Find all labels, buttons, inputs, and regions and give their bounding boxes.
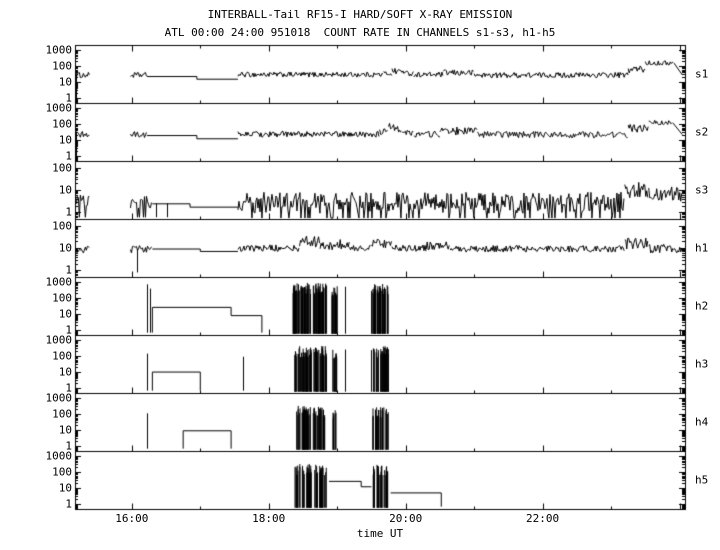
y-tick-label: 10: [58, 307, 72, 321]
y-tick-label: 10: [58, 481, 72, 495]
y-tick-label: 100: [52, 465, 72, 479]
y-tick-label: 1: [65, 323, 72, 337]
y-tick-label: 1: [65, 205, 72, 219]
channel-label: h1: [695, 241, 709, 255]
y-tick-label: 1: [65, 497, 72, 511]
y-tick-label: 1: [65, 263, 72, 277]
y-tick-label: 1000: [45, 43, 73, 57]
channel-label: s2: [695, 125, 709, 139]
y-tick-label: 1: [65, 149, 72, 163]
x-tick-label: 22:00: [526, 512, 560, 525]
y-tick-label: 10: [58, 423, 72, 437]
y-tick-label: 1000: [45, 449, 73, 463]
y-tick-label: 100: [52, 219, 72, 233]
y-tick-label: 1000: [45, 275, 73, 289]
x-tick-label: 16:00: [115, 512, 149, 525]
y-tick-label: 1: [65, 381, 72, 395]
y-tick-label: 100: [52, 349, 72, 363]
channel-label: h4: [695, 415, 709, 429]
y-tick-label: 10: [58, 75, 72, 89]
channel-label: h5: [695, 473, 709, 487]
y-tick-label: 100: [52, 161, 72, 175]
y-tick-label: 1: [65, 91, 72, 105]
y-tick-label: 1000: [45, 101, 73, 115]
x-axis-label: time UT: [356, 527, 404, 540]
y-tick-label: 10: [58, 133, 72, 147]
channel-label: s3: [695, 183, 709, 197]
y-tick-label: 100: [52, 59, 72, 73]
y-tick-label: 1000: [45, 333, 73, 347]
channel-label: s1: [695, 67, 709, 81]
y-tick-label: 10: [58, 183, 72, 197]
x-tick-label: 20:00: [389, 512, 423, 525]
y-tick-label: 1: [65, 439, 72, 453]
channel-label: h2: [695, 299, 709, 313]
y-tick-label: 100: [52, 407, 72, 421]
x-tick-label: 18:00: [252, 512, 286, 525]
channel-label: h3: [695, 357, 709, 371]
y-tick-label: 100: [52, 291, 72, 305]
y-tick-label: 10: [58, 365, 72, 379]
y-tick-label: 10: [58, 241, 72, 255]
y-tick-label: 100: [52, 117, 72, 131]
y-tick-label: 1000: [45, 391, 73, 405]
